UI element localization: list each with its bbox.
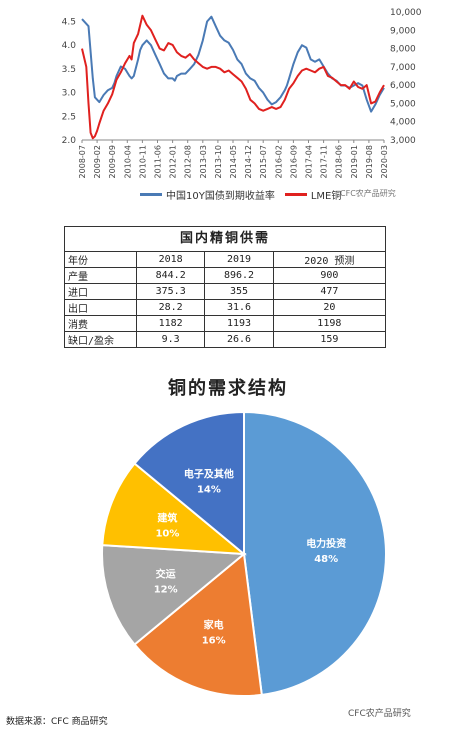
table-row: 进口 375.3 355 477: [64, 283, 387, 300]
pie-slice-pct: 48%: [314, 554, 338, 565]
y-right-tick-label: 4,000: [390, 118, 416, 128]
series-line-lme: [81, 14, 385, 140]
table-cell: 20: [272, 299, 387, 316]
watermark-bottom: CFC农产品研究: [348, 709, 411, 719]
table-cell: 355: [204, 283, 274, 300]
x-tick-label: 2013-03: [199, 145, 208, 178]
y-left-tick-label: 4.5: [62, 17, 76, 27]
table-header-cell: 年份: [64, 251, 137, 268]
table-cell: 26.6: [204, 331, 274, 348]
x-tick-label: 2010-11: [138, 145, 147, 178]
legend-label-lme: LME铜: [310, 191, 342, 202]
x-tick-label: 2018-06: [335, 145, 344, 178]
pie-slice: [243, 410, 387, 696]
pie-slice-label: 家电: [204, 619, 224, 632]
x-tick-label: 2012-08: [184, 145, 193, 178]
legend-item-lme: LME铜: [284, 187, 342, 202]
legend-label-bond: 中国10Y国债到期收益率: [166, 191, 275, 202]
x-tick-label: 2017-11: [320, 145, 329, 178]
pie-slice-label: 电力投资: [306, 537, 346, 550]
table-cell: 出口: [64, 299, 137, 316]
legend-swatch-lme: [284, 193, 307, 196]
table-header-cell: 2019: [204, 251, 274, 268]
y-right-tick-label: 10,000: [390, 8, 422, 18]
table-cell: 900: [272, 267, 387, 284]
table-cell: 477: [272, 283, 387, 300]
y-left-tick-label: 2.5: [62, 112, 76, 122]
x-tick-label: 2008-07: [78, 145, 87, 178]
table-row: 产量 844.2 896.2 900: [64, 267, 387, 284]
x-tick-label: 2011-06: [154, 145, 163, 178]
y-right-tick-label: 5,000: [390, 99, 416, 109]
table-cell: 1182: [135, 315, 206, 332]
table-cell: 844.2: [135, 267, 206, 284]
x-tick-label: 2009-02: [93, 145, 102, 178]
supply-demand-table: 国内精铜供需 年份 2018 2019 2020 预测 产量 844.2 896…: [64, 226, 387, 348]
table-cell: 159: [272, 331, 387, 348]
watermark-top: CFC农产品研究: [340, 189, 396, 198]
pie-slice-pct: 12%: [154, 584, 178, 595]
data-source: 数据来源：CFC 商品研究: [6, 717, 108, 727]
pie-slice-pct: 10%: [155, 529, 179, 540]
y-right-tick-label: 6,000: [390, 81, 416, 91]
x-tick-label: 2017-04: [305, 145, 314, 178]
pie-slice: [133, 410, 245, 557]
table: 年份 2018 2019 2020 预测 产量 844.2 896.2 900 …: [64, 251, 387, 348]
y-right-tick-label: 3,000: [390, 136, 416, 146]
pie-slice: [101, 544, 247, 646]
x-tick-label: 2010-04: [123, 145, 132, 178]
x-tick-label: 2009-09: [108, 145, 117, 178]
table-row: 出口 28.2 31.6 20: [64, 299, 387, 316]
table-cell: 1198: [272, 315, 387, 332]
table-cell: 375.3: [135, 283, 206, 300]
x-tick-label: 2020-03: [380, 145, 389, 178]
x-tick-label: 2014-12: [244, 145, 253, 178]
table-header-cell: 2018: [135, 251, 206, 268]
table-title: 国内精铜供需: [64, 226, 386, 251]
table-cell: 1193: [204, 315, 274, 332]
table-cell: 进口: [64, 283, 137, 300]
x-tick-label: 2016-02: [274, 145, 283, 178]
pie-slice-pct: 14%: [197, 484, 221, 495]
pie-slice-pct: 16%: [202, 636, 226, 647]
x-tick-label: 2019-08: [365, 145, 374, 178]
pie-slice: [133, 552, 263, 697]
pie-title: 铜的需求结构: [168, 378, 288, 399]
x-tick-label: 2016-09: [289, 145, 298, 178]
table-cell: 896.2: [204, 267, 274, 284]
x-tick-label: 2012-01: [169, 145, 178, 178]
y-right-tick-label: 9,000: [390, 26, 416, 36]
x-tick-label: 2019-01: [350, 145, 359, 178]
legend-item-bond: 中国10Y国债到期收益率: [140, 187, 275, 202]
y-right-tick-label: 7,000: [390, 63, 416, 73]
table-header-row: 年份 2018 2019 2020 预测: [64, 251, 387, 268]
table-cell: 31.6: [204, 299, 274, 316]
table-cell: 28.2: [135, 299, 206, 316]
y-left-tick-label: 3.0: [62, 89, 77, 99]
y-left-tick-label: 3.5: [62, 65, 76, 75]
series-line-bond: [81, 15, 385, 113]
table-cell: 产量: [64, 267, 137, 284]
table-header-cell: 2020 预测: [272, 251, 387, 268]
x-tick-label: 2014-05: [229, 145, 238, 178]
legend-swatch-bond: [140, 193, 162, 196]
y-left-tick-label: 4.0: [62, 41, 77, 51]
line-chart-legend: 中国10Y国债到期收益率 LME铜: [140, 187, 351, 202]
pie-slice-label: 电子及其他: [184, 467, 234, 480]
pie-slice-label: 建筑: [156, 512, 177, 525]
table-cell: 缺口/盈余: [64, 331, 137, 348]
x-tick-label: 2015-07: [259, 145, 268, 178]
line-chart: 2.0 2.5 3.0 3.5 4.0 4.5 3,000 4,000 5,000 6,000 7,…: [62, 8, 422, 178]
table-cell: 9.3: [135, 331, 206, 348]
x-tick-label: 2013-10: [214, 145, 223, 178]
table-cell: 消费: [64, 315, 137, 332]
table-row: 消费 1182 1193 1198: [64, 315, 387, 332]
y-right-tick-label: 8,000: [390, 45, 416, 55]
pie-slice-label: 交运: [156, 567, 176, 580]
pie-chart: 电力投资 48% 家电 16% 交运 12% 建筑 10% 电子及其他 14%: [101, 410, 387, 697]
y-left-tick-label: 2.0: [62, 136, 77, 146]
table-row: 缺口/盈余 9.3 26.6 159: [64, 331, 387, 348]
pie-slice: [101, 462, 248, 556]
